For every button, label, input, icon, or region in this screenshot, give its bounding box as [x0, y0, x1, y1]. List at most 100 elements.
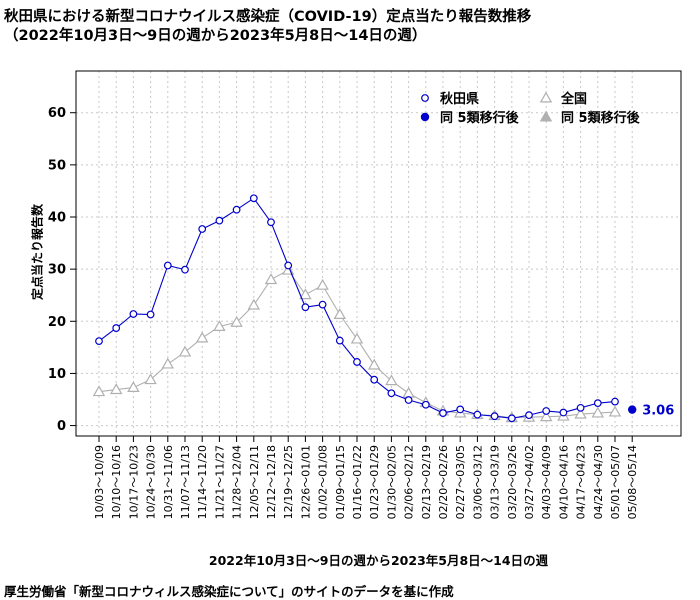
x-tick-label: 03/06～03/12	[471, 445, 484, 519]
data-point	[163, 261, 172, 270]
data-point	[421, 400, 430, 409]
x-tick-label: 02/06～02/12	[403, 445, 416, 519]
data-point	[456, 405, 465, 414]
y-tick-label: 0	[57, 419, 66, 434]
x-tick-label: 10/17～10/23	[127, 445, 140, 519]
data-point	[144, 373, 157, 385]
data-point	[473, 410, 482, 419]
data-point	[181, 265, 189, 274]
y-tick-label: 60	[48, 106, 66, 121]
y-axis: 0 10 20 30 40 50 60	[48, 106, 76, 434]
data-point	[112, 324, 121, 332]
x-tick-label: 10/03～10/09	[93, 445, 106, 519]
source-note: 厚生労働省「新型コロナウィルス感染症について」のサイトのデータを基に作成	[4, 584, 454, 599]
data-point	[195, 331, 209, 343]
data-point	[490, 412, 499, 421]
data-point	[109, 383, 123, 395]
data-point	[402, 386, 415, 398]
x-tick-label: 03/20～03/26	[506, 445, 519, 519]
x-tick-label: 12/19～12/25	[282, 445, 295, 519]
legend-label: 秋田県	[440, 91, 479, 107]
x-tick-label: 04/03～04/09	[540, 445, 553, 519]
x-tick-label: 10/31～11/06	[162, 445, 175, 519]
x-tick-label: 01/16～01/22	[351, 445, 364, 519]
data-point	[353, 358, 361, 366]
data-point	[542, 407, 551, 415]
y-tick-label: 10	[48, 367, 66, 382]
data-point	[439, 409, 447, 417]
annotations: 3.06	[642, 404, 674, 419]
x-tick-label: 10/24～10/30	[145, 445, 158, 519]
x-tick-label: 05/08～05/14	[626, 445, 639, 519]
x-tick-label: 10/10～10/16	[110, 445, 123, 519]
data-point	[301, 303, 310, 312]
x-tick-label: 11/07～11/13	[179, 445, 192, 519]
x-tick-label: 02/27～03/05	[454, 445, 467, 519]
data-point	[611, 397, 619, 406]
y-tick-label: 30	[48, 263, 66, 278]
data-point	[333, 308, 347, 320]
data-point	[161, 357, 175, 369]
legend-label: 同 5類移行後	[561, 110, 641, 126]
x-tick-label: 05/01～05/07	[609, 445, 622, 519]
x-axis: 10/03～10/09 10/10～10/16 10/17～10/23 10/24～1…	[93, 435, 639, 519]
data-point	[420, 112, 430, 122]
data-point	[628, 405, 637, 414]
y-tick-label: 20	[48, 315, 66, 330]
data-point	[525, 411, 533, 420]
data-point	[129, 310, 138, 318]
x-tick-label: 04/24～04/30	[592, 445, 605, 519]
data-point	[367, 358, 381, 370]
data-point	[591, 406, 605, 418]
data-point	[267, 218, 275, 227]
data-point	[213, 320, 226, 331]
x-tick-label: 12/12～12/18	[265, 445, 278, 519]
data-point	[127, 381, 140, 393]
x-tick-label: 01/23～01/29	[368, 445, 381, 519]
data-point	[178, 345, 192, 357]
data-point	[593, 399, 602, 408]
legend-label: 全国	[560, 91, 587, 107]
grid-lines	[76, 71, 681, 436]
data-point	[559, 408, 568, 417]
data-point	[574, 407, 587, 419]
y-tick-label: 50	[48, 158, 66, 173]
data-point	[507, 414, 516, 423]
data-point	[284, 261, 293, 270]
x-tick-label: 02/20～02/26	[437, 445, 450, 519]
data-point	[215, 216, 224, 225]
x-tick-label: 12/05～12/11	[248, 445, 261, 519]
data-point	[539, 410, 553, 422]
data-point	[608, 405, 622, 417]
value-annotation: 3.06	[642, 404, 674, 419]
legend-label: 同 5類移行後	[440, 110, 520, 126]
series-layer	[92, 194, 637, 423]
data-point	[95, 337, 103, 346]
x-tick-label: 12/26～01/01	[299, 445, 312, 519]
chart-title-line1: 秋田県における新型コロナウイルス感染症（COVID-19）定点当たり報告数推移	[4, 9, 532, 25]
data-point	[539, 91, 553, 103]
data-point	[264, 273, 278, 285]
data-point	[146, 310, 155, 319]
data-point	[350, 332, 364, 344]
x-tick-label: 11/14～11/20	[196, 445, 209, 519]
x-tick-label: 04/10～04/16	[557, 445, 570, 519]
x-tick-label: 01/02～01/08	[317, 445, 330, 519]
data-point	[576, 403, 585, 412]
data-point	[299, 288, 312, 300]
data-point	[316, 278, 329, 290]
data-point	[92, 385, 106, 397]
x-tick-label: 11/28～12/04	[231, 445, 244, 519]
data-point	[387, 389, 396, 398]
x-tick-label: 03/27～04/02	[523, 445, 536, 519]
chart-title-line2: （2022年10月3日～9日の週から2023年5月8日～14日の週）	[4, 28, 427, 44]
data-point	[249, 194, 258, 203]
x-tick-label: 01/09～01/15	[334, 445, 347, 519]
data-point	[335, 336, 344, 345]
data-point	[370, 375, 379, 384]
plot-frame	[75, 70, 682, 437]
y-tick-label: 40	[48, 211, 66, 226]
data-point	[385, 374, 398, 386]
x-tick-label: 11/21～11/27	[213, 445, 226, 519]
data-point	[404, 396, 413, 404]
